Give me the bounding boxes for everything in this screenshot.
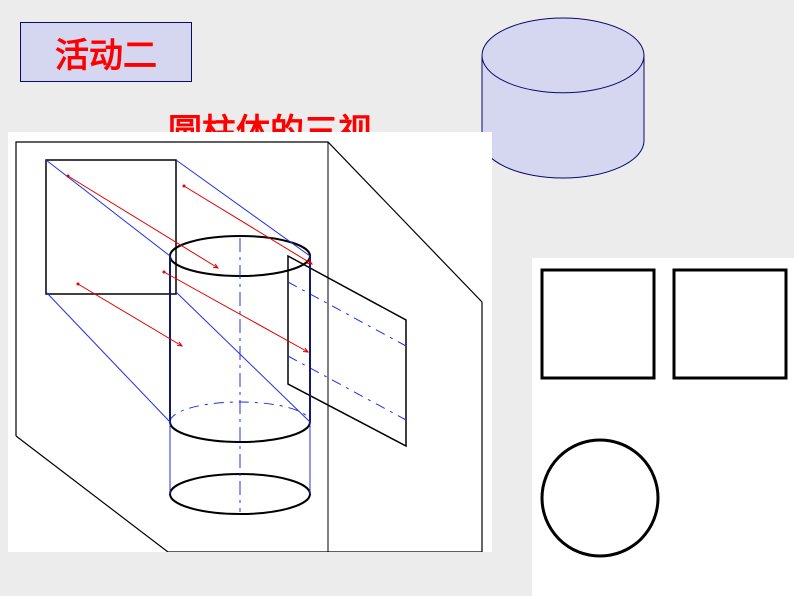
cylinder-3d-shape (482, 18, 644, 178)
activity-badge-label: 活动二 (55, 28, 157, 77)
three-views-shapes (542, 270, 786, 556)
projection-diagram-shapes (16, 142, 482, 552)
three-views-panel (532, 258, 794, 596)
cylinder-3d (478, 16, 648, 180)
projection-diagram (8, 132, 492, 552)
activity-badge: 活动二 (20, 22, 192, 82)
